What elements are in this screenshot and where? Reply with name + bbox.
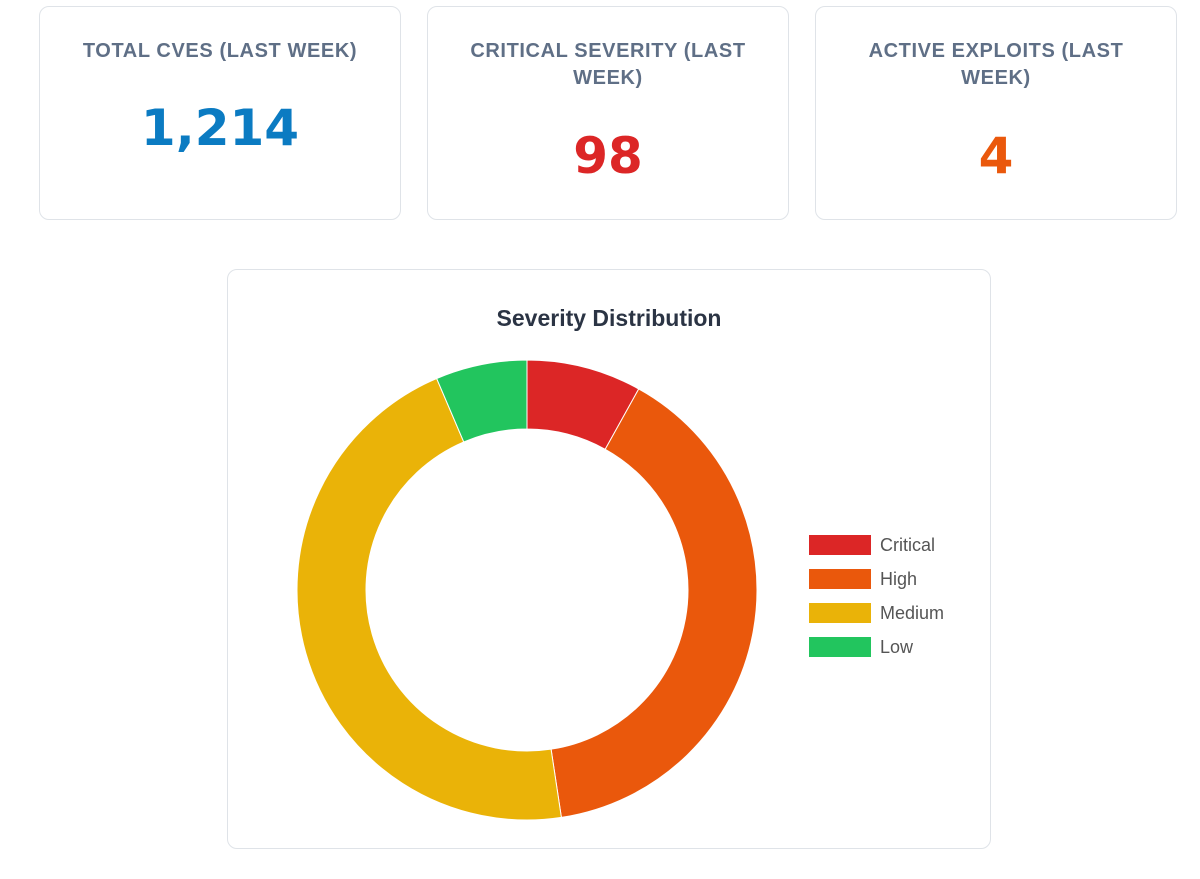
- legend-label: Medium: [880, 602, 945, 623]
- stat-value: 98: [573, 127, 643, 185]
- stat-label: ACTIVE EXPLOITS (LAST WEEK): [868, 40, 1124, 89]
- stat-card-active-exploits: ACTIVE EXPLOITS (LAST WEEK) 4: [815, 6, 1177, 220]
- legend-label: Low: [880, 636, 914, 657]
- stat-card-critical-severity: CRITICAL SEVERITY (LAST WEEK) 98: [427, 6, 789, 220]
- stat-value: 1,214: [140, 99, 300, 157]
- legend-swatch: [809, 637, 871, 657]
- legend-label: Critical: [880, 534, 936, 555]
- chart-title: Severity Distribution: [496, 305, 722, 331]
- legend-item-medium[interactable]: Medium: [809, 596, 944, 630]
- stat-value: 4: [978, 127, 1014, 185]
- stat-card-total-cves: TOTAL CVES (LAST WEEK) 1,214: [39, 6, 401, 220]
- legend-label: High: [880, 568, 918, 589]
- legend-swatch: [809, 603, 871, 623]
- chart-legend: Critical High Medium Low: [809, 528, 944, 664]
- legend-item-high[interactable]: High: [809, 562, 944, 596]
- donut-slice-low[interactable]: [435, 359, 528, 443]
- legend-swatch: [809, 569, 871, 589]
- legend-item-low[interactable]: Low: [809, 630, 944, 664]
- legend-swatch: [809, 535, 871, 555]
- donut-slice-high[interactable]: [550, 388, 758, 818]
- stat-label: TOTAL CVES (LAST WEEK): [82, 40, 358, 62]
- donut-slice-medium[interactable]: [296, 377, 562, 821]
- stat-label: CRITICAL SEVERITY (LAST WEEK): [470, 40, 746, 89]
- legend-item-critical[interactable]: Critical: [809, 528, 944, 562]
- donut-chart: [296, 359, 758, 821]
- severity-chart-card: Severity Distribution Critical High Medium…: [227, 269, 991, 849]
